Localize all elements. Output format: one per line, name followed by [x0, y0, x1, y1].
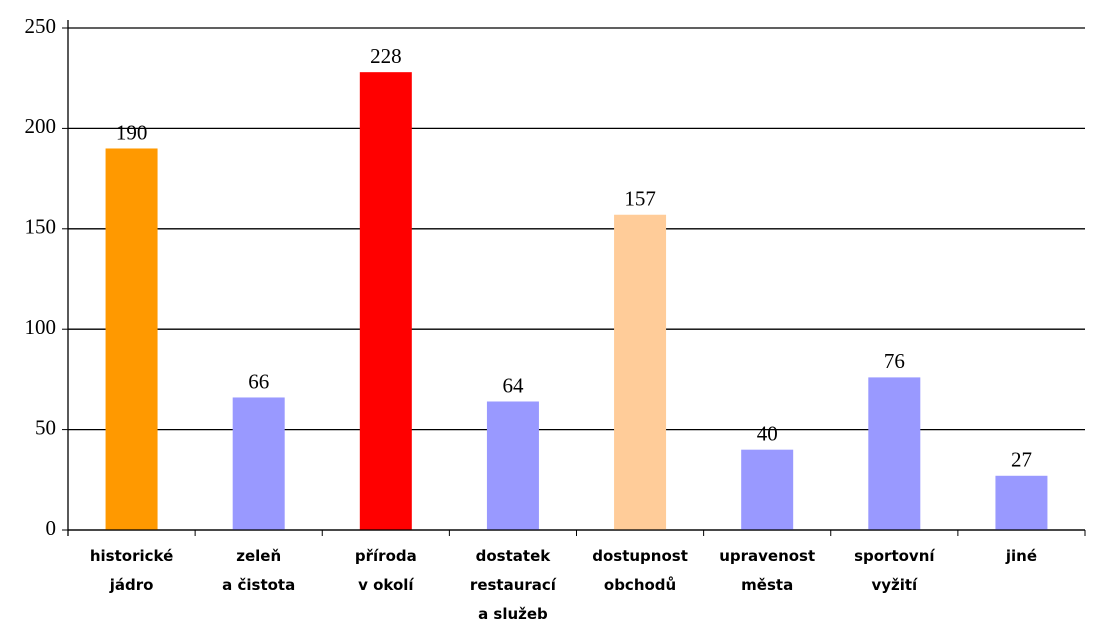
y-tick-label: 100 [25, 315, 57, 339]
x-tick-label: sportovní vyžití [854, 547, 935, 594]
x-tick-label-line: zeleň [236, 547, 281, 565]
x-tick-label-line: v okolí [358, 576, 414, 594]
x-tick-label-line: jádro [109, 576, 154, 594]
bar [868, 377, 921, 530]
y-tick-label: 250 [25, 14, 57, 38]
x-tick-label: jiné [1005, 547, 1037, 565]
value-label: 157 [624, 187, 656, 211]
bar [741, 449, 794, 530]
x-tick-label-line: města [741, 576, 793, 594]
value-label: 190 [116, 120, 148, 144]
x-tick-label-line: obchodů [604, 576, 676, 594]
x-tick-label-line: upravenost [719, 547, 815, 565]
value-label: 64 [502, 373, 524, 397]
x-tick-label: příroda v okolí [355, 547, 417, 594]
bar [995, 475, 1048, 530]
value-label: 40 [757, 421, 778, 445]
x-tick-label: zeleň a čistota [222, 547, 295, 594]
bar [614, 214, 667, 530]
bar [105, 148, 158, 531]
x-tick-label-line: jiné [1005, 547, 1037, 565]
x-tick-label: upravenost města [719, 547, 815, 594]
bar [486, 401, 539, 530]
x-tick-label-line: příroda [355, 547, 417, 565]
y-tick-label: 0 [46, 516, 57, 540]
x-tick-label-line: sportovní [854, 547, 935, 565]
x-tick-label: dostatek restaurací a služeb [470, 547, 557, 623]
x-tick-label-line: dostatek [476, 547, 552, 565]
bar [359, 72, 412, 531]
x-tick-label-line: a služeb [478, 605, 548, 623]
value-label: 228 [370, 44, 402, 68]
y-tick-label: 50 [35, 415, 56, 439]
value-label: 76 [884, 349, 905, 373]
value-label: 27 [1011, 448, 1032, 472]
value-label: 66 [248, 369, 269, 393]
x-tick-label: dostupnost obchodů [592, 547, 688, 594]
x-tick-label-line: a čistota [222, 576, 295, 594]
x-tick-label-line: historické [90, 547, 173, 565]
x-tick-label-line: dostupnost [592, 547, 688, 565]
x-tick-label-line: restaurací [470, 576, 557, 594]
bar [232, 397, 285, 530]
y-tick-label: 150 [25, 215, 57, 239]
x-tick-label-line: vyžití [871, 576, 918, 594]
x-tick-label: historické jádro [90, 547, 173, 594]
y-tick-label: 200 [25, 114, 57, 138]
